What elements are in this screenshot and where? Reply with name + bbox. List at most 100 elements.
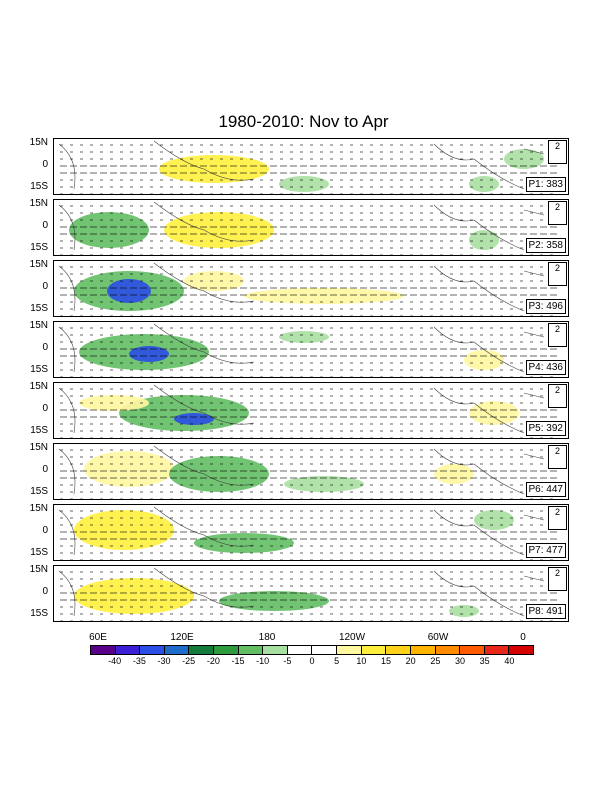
- anomaly-shading: [279, 176, 329, 192]
- panel-label: P8: 491: [525, 604, 566, 619]
- anomaly-shading: [74, 510, 174, 550]
- wind-vectors: [60, 388, 557, 438]
- anomaly-shading: [464, 350, 504, 370]
- panel-label: P1: 383: [525, 177, 566, 192]
- anomaly-shading: [434, 464, 474, 484]
- panel-label: P5: 392: [525, 421, 566, 436]
- colorbar-swatch: [263, 646, 288, 654]
- colorbar-label: 40: [504, 656, 515, 666]
- anomaly-shading: [129, 346, 169, 362]
- reference-vector-box: 2: [548, 323, 567, 347]
- map-panel: 2 P1: 383: [53, 138, 569, 195]
- lat-label: 15N: [29, 259, 48, 270]
- map-panel: 2 P5: 392: [53, 382, 569, 439]
- colorbar-swatch: [214, 646, 239, 654]
- anomaly-shading: [107, 279, 151, 303]
- colorbar-label: 25: [430, 656, 441, 666]
- colorbar-swatch: [238, 646, 264, 654]
- wind-vectors: [60, 144, 557, 194]
- anomaly-shading: [184, 271, 244, 291]
- lat-label: 15S: [30, 486, 48, 497]
- coastline: [58, 567, 545, 617]
- colorbar-swatch: [435, 646, 461, 654]
- lon-label: 60W: [427, 632, 449, 643]
- map-field: [58, 262, 557, 316]
- lat-label: 0: [42, 281, 48, 292]
- colorbar-swatch: [484, 646, 510, 654]
- figure-title: 1980-2010: Nov to Apr: [218, 112, 389, 131]
- anomaly-shading: [244, 288, 404, 304]
- lat-label: 15S: [30, 364, 48, 375]
- anomaly-shading: [74, 578, 194, 614]
- colorbar-label: -25: [182, 656, 196, 666]
- lat-label: 0: [42, 586, 48, 597]
- colorbar-swatch: [361, 646, 387, 654]
- colorbar-swatch: [91, 646, 116, 654]
- colorbar-swatch: [509, 646, 533, 654]
- reference-vector-box: 2: [548, 567, 567, 591]
- colorbar-swatch: [312, 646, 338, 654]
- anomaly-shading: [84, 451, 174, 487]
- anomaly-shading: [169, 456, 269, 492]
- lon-label: 180: [258, 632, 276, 643]
- lat-label: 15S: [30, 242, 48, 253]
- map-field: [58, 140, 557, 194]
- lat-label: 0: [42, 159, 48, 170]
- anomaly-shading: [174, 413, 214, 425]
- lat-label: 15N: [29, 320, 48, 331]
- wind-vectors: [60, 449, 557, 499]
- coastline: [58, 323, 545, 373]
- panel-label: P3: 496: [525, 299, 566, 314]
- panel-label: P7: 477: [525, 543, 566, 558]
- colorbar-swatch: [287, 646, 313, 654]
- lat-label: 0: [42, 342, 48, 353]
- colorbar-label: 0: [309, 656, 315, 666]
- map-panel: 2 P8: 491: [53, 565, 569, 622]
- map-field: [58, 567, 557, 621]
- coastline: [58, 384, 545, 434]
- lat-label: 15S: [30, 303, 48, 314]
- colorbar-label: -10: [256, 656, 270, 666]
- anomaly-shading: [469, 176, 499, 192]
- anomaly-shading: [194, 533, 294, 553]
- colorbar-label: 15: [380, 656, 392, 666]
- panel-label: P6: 447: [525, 482, 566, 497]
- wind-vectors: [60, 571, 557, 621]
- colorbar-label: -15: [231, 656, 245, 666]
- lat-label: 15S: [30, 608, 48, 619]
- reference-vector-box: 2: [548, 384, 567, 408]
- colorbar-label: -20: [206, 656, 220, 666]
- lat-label: 0: [42, 403, 48, 414]
- map-panel: 2 P6: 447: [53, 443, 569, 500]
- lat-label: 15N: [29, 442, 48, 453]
- anomaly-shading: [164, 212, 274, 248]
- anomaly-shading: [284, 476, 364, 492]
- colorbar: [90, 645, 534, 655]
- colorbar-label: 10: [356, 656, 367, 666]
- anomaly-shading: [69, 212, 149, 248]
- anomaly-shading: [119, 395, 249, 431]
- coastline: [58, 140, 545, 190]
- anomaly-shading: [79, 395, 149, 411]
- colorbar-label: -35: [132, 656, 146, 666]
- anomaly-shading: [219, 591, 329, 611]
- map-field: [58, 445, 557, 499]
- wind-vectors: [60, 510, 557, 560]
- reference-vector-box: 2: [548, 445, 567, 469]
- colorbar-swatch: [460, 646, 485, 654]
- colorbar-label: 30: [454, 656, 466, 666]
- panel-label: P4: 436: [525, 360, 566, 375]
- colorbar-swatch: [386, 646, 411, 654]
- anomaly-shading: [504, 149, 544, 169]
- lon-label: 60E: [89, 632, 107, 643]
- lat-label: 15N: [29, 564, 48, 575]
- map-panel: 2 P4: 436: [53, 321, 569, 378]
- coastline: [58, 506, 545, 556]
- anomaly-shading: [474, 510, 514, 530]
- colorbar-label: -30: [157, 656, 171, 666]
- lon-label: 0: [520, 632, 526, 643]
- colorbar-label: 20: [405, 656, 416, 666]
- lat-label: 15S: [30, 425, 48, 436]
- colorbar-label: -40: [108, 656, 122, 666]
- anomaly-shading: [449, 605, 479, 617]
